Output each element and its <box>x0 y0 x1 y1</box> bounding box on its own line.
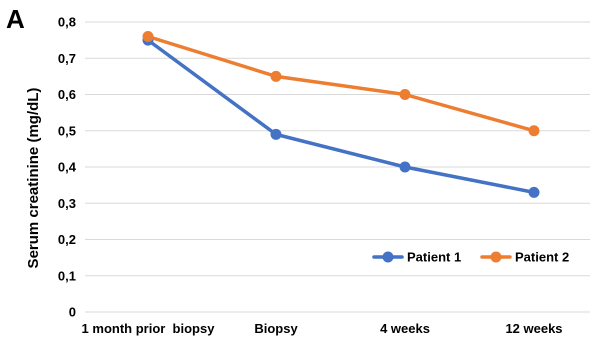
y-axis-ticks: 0 0,1 0,2 0,3 0,4 0,5 0,6 0,7 0,8 <box>58 15 77 320</box>
gridlines <box>85 21 590 313</box>
x-axis-ticks: 1 month prior biopsy Biopsy 4 weeks 12 week… <box>82 321 563 336</box>
y-tick-label: 0,5 <box>58 123 76 138</box>
data-point <box>399 89 411 100</box>
legend-swatch-marker <box>382 251 394 263</box>
x-tick-label: Biopsy <box>254 321 298 336</box>
y-tick-label: 0,7 <box>58 51 76 66</box>
series-group <box>142 31 540 198</box>
y-axis-title: Serum creatinine (mg/dL) <box>25 88 42 269</box>
y-tick-label: 0,6 <box>58 87 76 102</box>
y-tick-label: 0,4 <box>58 160 77 175</box>
y-tick-label: 0,8 <box>58 15 76 30</box>
legend-item: Patient 2 <box>480 250 569 265</box>
data-point <box>270 70 282 82</box>
x-tick-label: 1 month prior biopsy <box>82 321 216 336</box>
legend-swatch-marker <box>490 251 502 263</box>
y-tick-label: 0,1 <box>58 268 76 283</box>
series-2 <box>142 31 540 137</box>
series-line <box>146 38 536 195</box>
series-line <box>146 34 536 133</box>
data-point <box>142 31 154 42</box>
data-point <box>270 128 282 140</box>
panel-label: A <box>6 4 25 34</box>
data-point <box>528 186 540 198</box>
data-point <box>399 161 411 173</box>
y-tick-label: 0,3 <box>58 196 76 211</box>
y-tick-label: 0 <box>69 305 76 320</box>
legend-label: Patient 2 <box>515 250 569 265</box>
data-point <box>528 125 540 137</box>
legend-item: Patient 1 <box>372 250 461 265</box>
legend: Patient 1 Patient 2 <box>372 250 569 265</box>
y-tick-label: 0,2 <box>58 232 76 247</box>
x-tick-label: 12 weeks <box>505 321 562 336</box>
x-tick-label: 4 weeks <box>380 321 430 336</box>
legend-label: Patient 1 <box>407 250 461 265</box>
